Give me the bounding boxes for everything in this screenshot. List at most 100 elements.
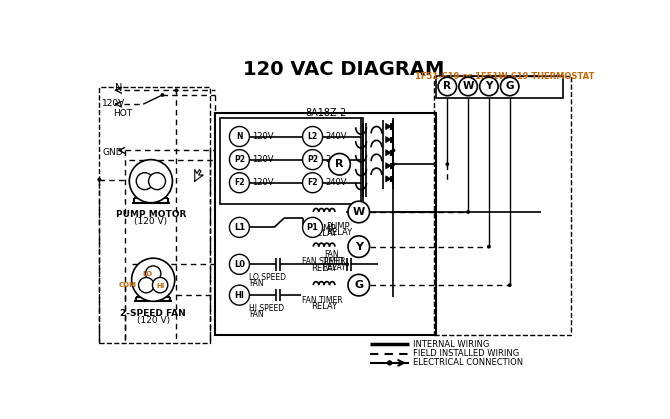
- Circle shape: [129, 160, 172, 203]
- Text: 1F51-619 or 1F51W-619 THERMOSTAT: 1F51-619 or 1F51W-619 THERMOSTAT: [415, 72, 595, 81]
- Circle shape: [348, 201, 370, 223]
- Circle shape: [229, 217, 249, 238]
- Circle shape: [348, 236, 370, 257]
- Circle shape: [161, 93, 164, 97]
- Text: Y: Y: [485, 81, 492, 91]
- Text: 120V: 120V: [252, 132, 273, 141]
- Circle shape: [329, 153, 350, 175]
- Circle shape: [391, 162, 395, 166]
- Circle shape: [303, 173, 322, 193]
- Text: L1: L1: [234, 223, 245, 232]
- Circle shape: [466, 210, 470, 214]
- Text: LO SPEED: LO SPEED: [249, 273, 287, 282]
- Bar: [220, 118, 362, 204]
- Text: L0: L0: [234, 260, 245, 269]
- Text: W: W: [352, 207, 365, 217]
- Circle shape: [446, 162, 450, 166]
- Circle shape: [459, 77, 477, 96]
- Polygon shape: [386, 176, 391, 182]
- Text: P2: P2: [234, 155, 245, 164]
- Circle shape: [229, 173, 249, 193]
- Text: FAN SPEED: FAN SPEED: [302, 257, 344, 266]
- Polygon shape: [386, 150, 391, 156]
- Circle shape: [348, 274, 370, 296]
- Circle shape: [136, 173, 153, 190]
- Text: TIMER: TIMER: [322, 257, 346, 266]
- Text: F2: F2: [234, 178, 245, 187]
- Text: FAN: FAN: [324, 251, 339, 259]
- Text: HI SPEED: HI SPEED: [249, 304, 285, 313]
- Text: (120 V): (120 V): [134, 217, 168, 226]
- Text: ELECTRICAL CONNECTION: ELECTRICAL CONNECTION: [413, 358, 523, 367]
- Text: PUMP: PUMP: [312, 223, 336, 233]
- Text: FAN: FAN: [249, 279, 264, 288]
- Text: RELAY: RELAY: [311, 264, 337, 273]
- Text: LO: LO: [142, 271, 152, 277]
- Text: 8A18Z-2: 8A18Z-2: [305, 108, 346, 118]
- Circle shape: [229, 254, 249, 274]
- Bar: [434, 76, 571, 335]
- Text: HOT: HOT: [113, 109, 132, 118]
- Circle shape: [97, 178, 101, 181]
- Text: 240V: 240V: [325, 132, 346, 141]
- Text: G: G: [354, 280, 363, 290]
- Text: RELAY: RELAY: [311, 229, 337, 238]
- Text: 240V: 240V: [325, 155, 346, 164]
- Text: 120V: 120V: [252, 155, 273, 164]
- Circle shape: [145, 266, 161, 281]
- Text: RELAY: RELAY: [311, 302, 337, 311]
- Circle shape: [508, 283, 512, 287]
- Circle shape: [387, 360, 392, 366]
- Circle shape: [391, 148, 395, 152]
- Polygon shape: [386, 124, 391, 129]
- Text: COM: COM: [118, 282, 136, 288]
- Text: RELAY: RELAY: [322, 263, 346, 272]
- Text: PUMP: PUMP: [326, 222, 349, 231]
- Text: 120V: 120V: [252, 178, 273, 187]
- Circle shape: [174, 88, 178, 92]
- Circle shape: [131, 258, 175, 301]
- Text: N: N: [237, 132, 243, 141]
- Circle shape: [303, 127, 322, 147]
- Circle shape: [345, 262, 349, 266]
- Circle shape: [229, 285, 249, 305]
- Text: FAN TIMER: FAN TIMER: [302, 296, 343, 305]
- Text: F2: F2: [308, 178, 318, 187]
- Text: HI: HI: [234, 291, 245, 300]
- Text: 2-SPEED FAN: 2-SPEED FAN: [121, 309, 186, 318]
- Circle shape: [139, 277, 154, 293]
- Text: 120V: 120V: [103, 99, 125, 108]
- Text: P1: P1: [307, 223, 318, 232]
- Text: 240V: 240V: [325, 178, 346, 187]
- Text: L2: L2: [308, 132, 318, 141]
- Text: (120 V): (120 V): [137, 316, 170, 325]
- Polygon shape: [386, 163, 391, 169]
- Bar: [99, 87, 210, 343]
- Circle shape: [149, 173, 165, 190]
- Circle shape: [152, 277, 168, 293]
- Text: W: W: [462, 81, 474, 91]
- Circle shape: [438, 77, 456, 96]
- Circle shape: [480, 77, 498, 96]
- Text: RELAY: RELAY: [326, 228, 352, 237]
- Circle shape: [500, 77, 519, 96]
- Circle shape: [229, 127, 249, 147]
- Text: R: R: [444, 81, 452, 91]
- Bar: [436, 76, 563, 98]
- Polygon shape: [386, 137, 391, 143]
- Text: N: N: [115, 83, 122, 93]
- Text: R: R: [335, 159, 344, 169]
- Text: FIELD INSTALLED WIRING: FIELD INSTALLED WIRING: [413, 349, 519, 358]
- Text: P2: P2: [307, 155, 318, 164]
- Text: 120 VAC DIAGRAM: 120 VAC DIAGRAM: [243, 60, 444, 79]
- Text: Y: Y: [355, 242, 362, 252]
- Text: HI: HI: [157, 283, 165, 289]
- Circle shape: [487, 245, 491, 248]
- Text: PUMP MOTOR: PUMP MOTOR: [116, 210, 186, 220]
- Text: G: G: [505, 81, 514, 91]
- Circle shape: [229, 150, 249, 170]
- Bar: [215, 114, 436, 335]
- Circle shape: [303, 217, 322, 238]
- Text: GND: GND: [103, 148, 123, 157]
- Circle shape: [303, 150, 322, 170]
